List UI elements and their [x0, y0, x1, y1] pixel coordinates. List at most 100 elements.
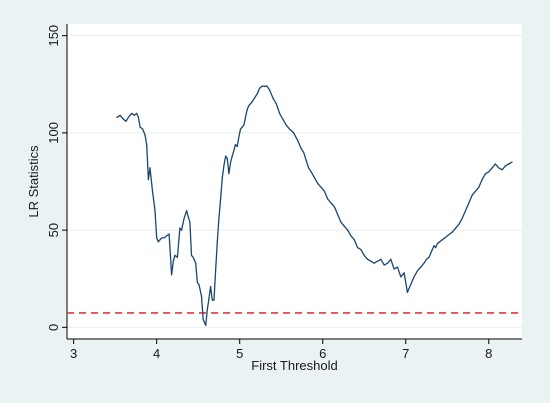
series-point — [474, 190, 477, 192]
series-point — [246, 109, 248, 111]
series-point — [125, 120, 127, 122]
series-point — [261, 85, 263, 87]
series-point — [202, 319, 204, 321]
series-point — [183, 217, 185, 219]
series-point — [157, 241, 159, 243]
series-point — [446, 235, 448, 237]
series-point — [131, 112, 133, 114]
series-point — [159, 239, 161, 241]
x-tick-label: 3 — [70, 346, 77, 361]
plot-area — [67, 24, 522, 339]
series-point — [196, 282, 198, 284]
series-point — [233, 149, 235, 151]
series-point — [259, 87, 261, 89]
series-point — [431, 249, 433, 251]
series-point — [455, 227, 457, 229]
x-tick-label: 7 — [402, 346, 409, 361]
series-point — [297, 140, 299, 142]
series-point — [433, 245, 435, 247]
series-point — [238, 136, 240, 138]
series-point — [478, 186, 480, 188]
series-point — [187, 215, 189, 218]
series-point — [310, 171, 312, 173]
series-point — [136, 112, 138, 114]
y-tick-label: 0 — [46, 324, 61, 331]
x-axis-title: First Threshold — [251, 358, 337, 373]
series-point — [195, 262, 197, 264]
series-point — [396, 266, 399, 268]
series-point — [192, 256, 194, 258]
series-point — [449, 233, 451, 235]
series-point — [200, 295, 203, 297]
series-point — [243, 124, 245, 126]
series-point — [142, 128, 144, 130]
series-point — [343, 225, 345, 227]
series-point — [308, 167, 310, 169]
series-point — [383, 264, 385, 266]
x-tick-label: 6 — [319, 346, 326, 361]
series-point — [367, 258, 369, 260]
series-point — [423, 262, 425, 264]
series-point — [441, 239, 443, 241]
series-point — [133, 114, 135, 116]
y-axis-title: LR Statistics — [26, 145, 41, 218]
series-point — [451, 231, 453, 233]
series-point — [179, 227, 181, 229]
series-point — [494, 163, 496, 165]
series-point — [303, 151, 305, 153]
series-point — [211, 299, 213, 301]
series-point — [269, 89, 271, 91]
series-point — [116, 116, 118, 118]
series-point — [251, 101, 253, 103]
series-point — [410, 284, 412, 286]
series-point — [213, 299, 215, 301]
series-point — [468, 202, 470, 204]
series-point — [156, 237, 158, 239]
series-point — [144, 134, 146, 136]
series-point — [225, 155, 227, 157]
series-point — [234, 144, 237, 146]
series-point — [363, 254, 365, 256]
series-point — [146, 144, 148, 146]
series-point — [176, 256, 178, 258]
series-point — [272, 97, 274, 99]
series-point — [347, 229, 349, 231]
series-point — [357, 247, 359, 249]
series-point — [210, 285, 212, 288]
series-point — [464, 210, 467, 212]
series-point — [373, 262, 375, 264]
series-point — [223, 165, 225, 167]
series-point — [186, 210, 188, 212]
x-axis-ticks: 3 4 5 6 7 8 — [70, 339, 492, 361]
series-point — [376, 260, 379, 262]
series-point — [189, 221, 191, 223]
series-point — [504, 165, 506, 167]
series-point — [168, 233, 170, 235]
series-point — [416, 270, 418, 272]
series-point — [380, 258, 382, 260]
series-point — [360, 249, 362, 251]
series-point — [216, 241, 218, 243]
series-point — [413, 276, 415, 278]
series-point — [420, 266, 422, 268]
series-point — [317, 182, 319, 184]
series-point — [285, 124, 287, 126]
series-point — [313, 177, 315, 179]
series-point — [151, 190, 154, 192]
series-point — [305, 159, 307, 161]
series-point — [163, 237, 165, 239]
series-point — [508, 163, 510, 165]
series-point — [149, 167, 151, 169]
series-point — [425, 258, 428, 260]
series-point — [239, 128, 242, 130]
series-point — [340, 221, 342, 223]
series-point — [161, 237, 163, 239]
series-point — [174, 254, 176, 256]
series-point — [139, 126, 141, 128]
series-point — [491, 167, 493, 169]
series-point — [370, 260, 372, 262]
series-point — [430, 252, 432, 254]
series-point — [147, 179, 149, 181]
y-tick-label: 100 — [46, 122, 61, 144]
